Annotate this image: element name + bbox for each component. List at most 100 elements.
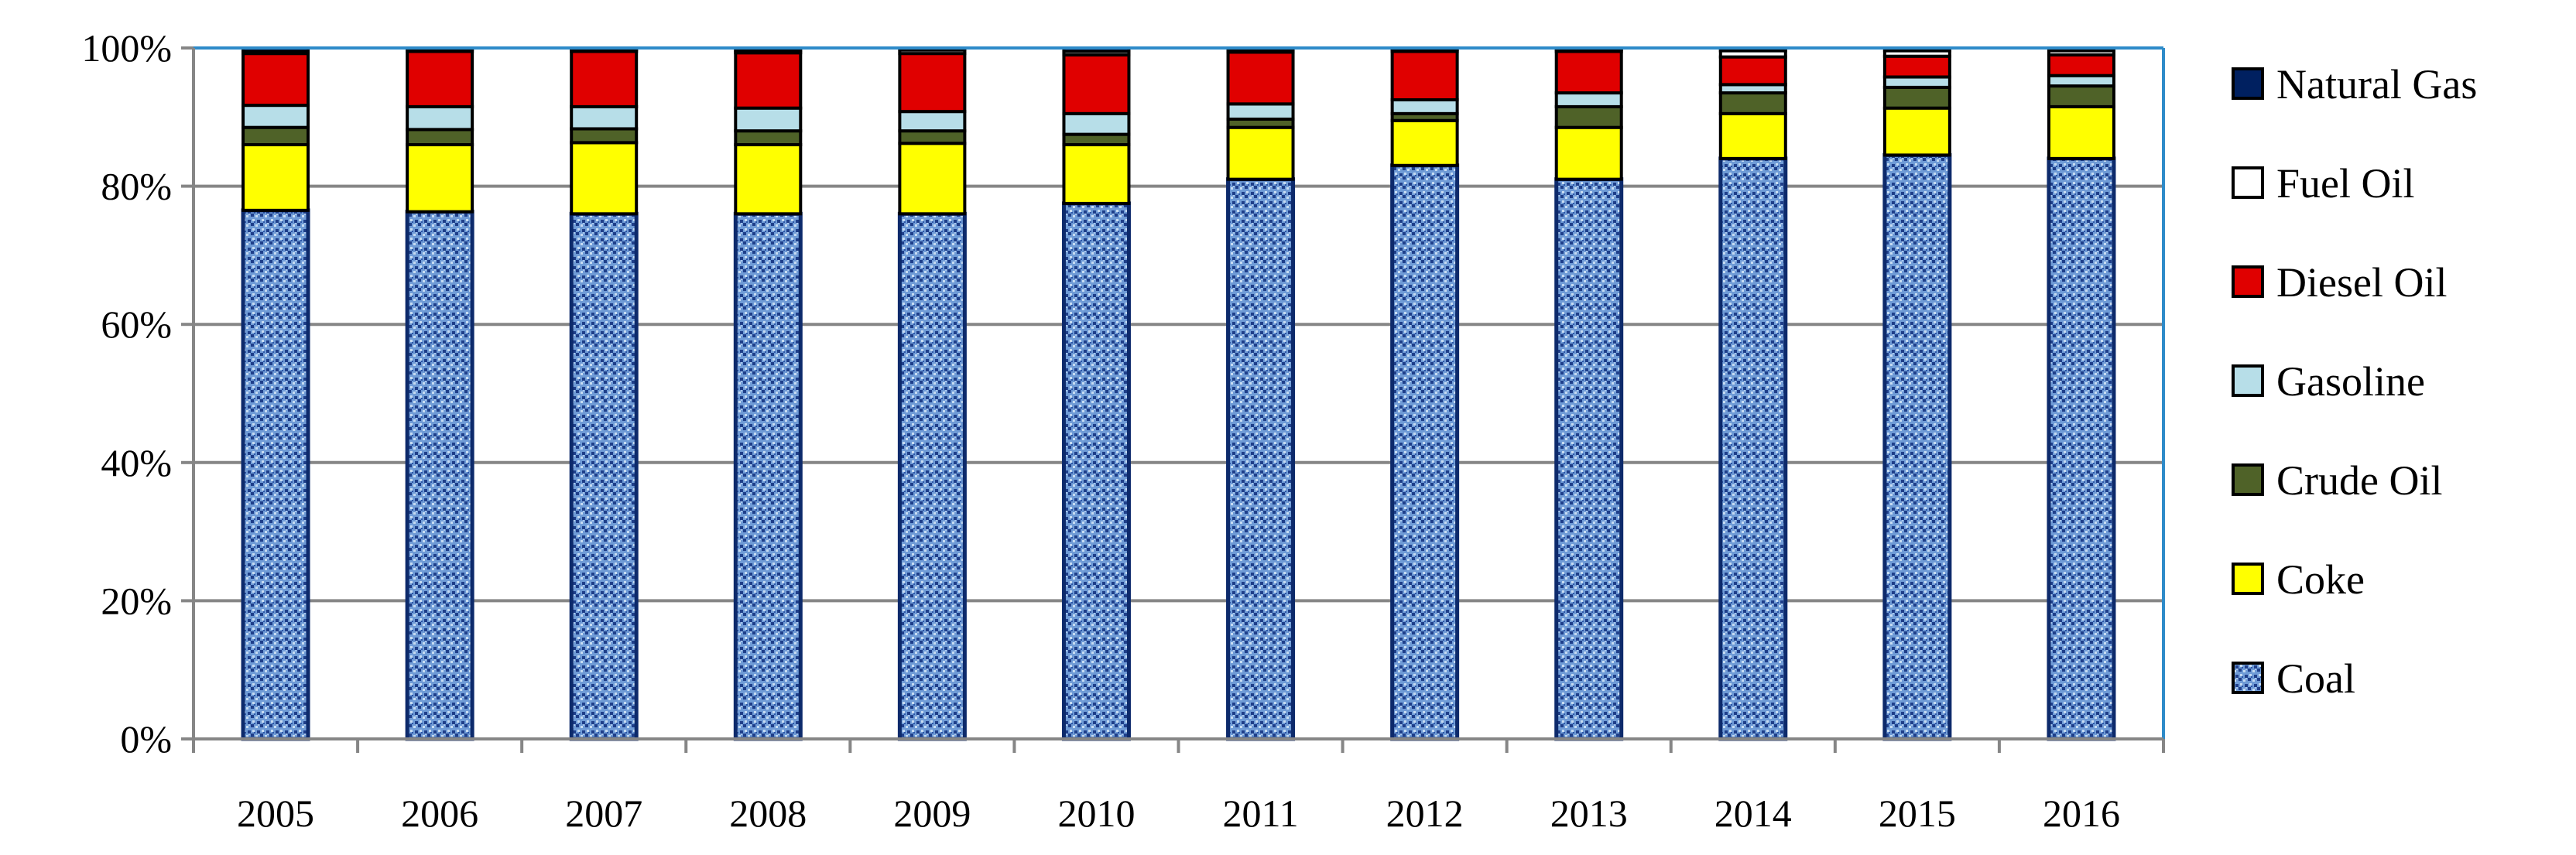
bar-coal-2012 <box>1390 163 1460 741</box>
y-axis-tick-labels: 0% 20% 40% 60% 80% 100% <box>81 26 172 761</box>
y-tick-label: 100% <box>81 26 172 70</box>
legend-swatch-diesel-oil <box>2232 265 2264 298</box>
bar-gasoline-2009 <box>898 110 967 133</box>
bar-gasoline-2008 <box>734 106 803 133</box>
bar-gasoline-2013 <box>1554 91 1623 108</box>
bar-coal-2014 <box>1718 156 1788 741</box>
bar-diesel-oil-2013 <box>1554 50 1623 95</box>
x-tick-label-2008: 2008 <box>729 792 807 835</box>
x-tick-label-2014: 2014 <box>1714 792 1792 835</box>
bar-coal-2011 <box>1226 177 1296 741</box>
x-tick-label-2016: 2016 <box>2043 792 2120 835</box>
bar-coke-2010 <box>1062 143 1131 205</box>
bar-coal-2009 <box>897 211 967 741</box>
legend: Natural Gas Fuel Oil Diesel Oil Gasoline Cru… <box>2232 61 2477 702</box>
x-tick-label-2011: 2011 <box>1222 792 1298 835</box>
legend-label-crude-oil: Crude Oil <box>2276 457 2442 504</box>
gridlines <box>194 46 2163 603</box>
bar-crude-oil-2016 <box>2047 84 2115 108</box>
bar-coal-2010 <box>1061 201 1131 741</box>
bar-gasoline-2015 <box>1882 75 1951 89</box>
bar-diesel-oil-2016 <box>2047 53 2115 77</box>
bar-diesel-oil-2009 <box>898 52 967 114</box>
x-axis-tick-labels: 2005 2006 2007 2008 2009 2010 2011 2012 2013 2014… <box>237 792 2120 835</box>
bar-coke-2006 <box>406 143 474 214</box>
bar-crude-oil-2013 <box>1554 104 1623 129</box>
bars <box>241 46 2116 741</box>
y-tick-label: 80% <box>101 165 172 208</box>
bar-coal-2016 <box>2047 156 2116 741</box>
bar-gasoline-2005 <box>242 104 310 129</box>
y-tick-label: 0% <box>120 717 172 761</box>
legend-item-coal: Coal <box>2232 655 2355 702</box>
y-tick-label: 40% <box>101 441 172 484</box>
legend-label-coal: Coal <box>2276 655 2355 702</box>
bar-crude-oil-2007 <box>570 127 639 145</box>
bar-crude-oil-2015 <box>1882 85 1951 110</box>
legend-swatch-coke <box>2232 563 2264 595</box>
bar-gasoline-2010 <box>1062 111 1131 136</box>
bar-gasoline-2006 <box>406 104 474 132</box>
bar-gasoline-2016 <box>2047 74 2115 88</box>
bar-crude-oil-2009 <box>898 129 967 145</box>
bar-crude-oil-2005 <box>242 125 310 147</box>
bar-coke-2011 <box>1226 125 1295 181</box>
bar-crude-oil-2010 <box>1062 132 1131 147</box>
bar-coke-2015 <box>1882 106 1951 157</box>
bar-diesel-oil-2008 <box>734 51 803 110</box>
bar-coke-2007 <box>570 141 639 216</box>
axes <box>181 46 2165 753</box>
legend-swatch-crude-oil <box>2232 463 2264 496</box>
bar-coke-2005 <box>242 143 310 212</box>
x-tick-label-2012: 2012 <box>1386 792 1464 835</box>
bar-coal-2006 <box>405 210 474 741</box>
legend-label-gasoline: Gasoline <box>2276 358 2425 405</box>
legend-item-natural-gas: Natural Gas <box>2232 61 2477 108</box>
bar-coke-2013 <box>1554 125 1623 181</box>
x-tick-label-2005: 2005 <box>237 792 314 835</box>
legend-item-crude-oil: Crude Oil <box>2232 457 2442 504</box>
bar-diesel-oil-2006 <box>406 50 474 108</box>
bar-coal-2013 <box>1554 177 1624 741</box>
x-tick-label-2007: 2007 <box>565 792 642 835</box>
legend-item-coke: Coke <box>2232 556 2365 603</box>
bar-diesel-oil-2010 <box>1062 53 1131 115</box>
x-tick-label-2010: 2010 <box>1057 792 1135 835</box>
legend-label-coke: Coke <box>2276 556 2365 603</box>
y-tick-label: 60% <box>101 303 172 346</box>
legend-item-gasoline: Gasoline <box>2232 358 2425 405</box>
bar-coke-2008 <box>734 143 803 216</box>
x-tick-label-2006: 2006 <box>401 792 478 835</box>
bar-crude-oil-2006 <box>406 128 474 147</box>
bar-gasoline-2007 <box>570 104 639 131</box>
legend-swatch-gasoline <box>2232 364 2264 397</box>
y-tick-label: 20% <box>101 579 172 622</box>
legend-swatch-fuel-oil <box>2232 166 2264 199</box>
legend-item-diesel-oil: Diesel Oil <box>2232 259 2447 306</box>
bar-diesel-oil-2005 <box>242 52 310 108</box>
bar-diesel-oil-2012 <box>1390 50 1459 101</box>
bar-crude-oil-2008 <box>734 129 803 147</box>
legend-swatch-natural-gas <box>2232 67 2264 100</box>
bar-diesel-oil-2015 <box>1882 54 1951 79</box>
bar-crude-oil-2014 <box>1718 91 1787 115</box>
bar-coal-2007 <box>569 211 639 741</box>
bar-diesel-oil-2007 <box>570 50 639 108</box>
bar-diesel-oil-2011 <box>1226 50 1295 106</box>
legend-label-diesel-oil: Diesel Oil <box>2276 259 2447 306</box>
x-tick-label-2013: 2013 <box>1550 792 1628 835</box>
legend-label-natural-gas: Natural Gas <box>2276 61 2477 108</box>
legend-swatch-coal <box>2232 662 2264 694</box>
bar-coke-2012 <box>1390 118 1459 167</box>
bar-coal-2015 <box>1882 152 1952 741</box>
bar-coal-2008 <box>733 211 803 741</box>
bar-coke-2016 <box>2047 104 2115 160</box>
bar-diesel-oil-2014 <box>1718 55 1787 87</box>
bar-gasoline-2012 <box>1390 97 1459 115</box>
x-tick-label-2015: 2015 <box>1879 792 1956 835</box>
bar-coal-2005 <box>241 208 310 741</box>
bar-coke-2014 <box>1718 111 1787 160</box>
bar-coke-2009 <box>898 142 967 216</box>
bar-gasoline-2011 <box>1226 102 1295 121</box>
